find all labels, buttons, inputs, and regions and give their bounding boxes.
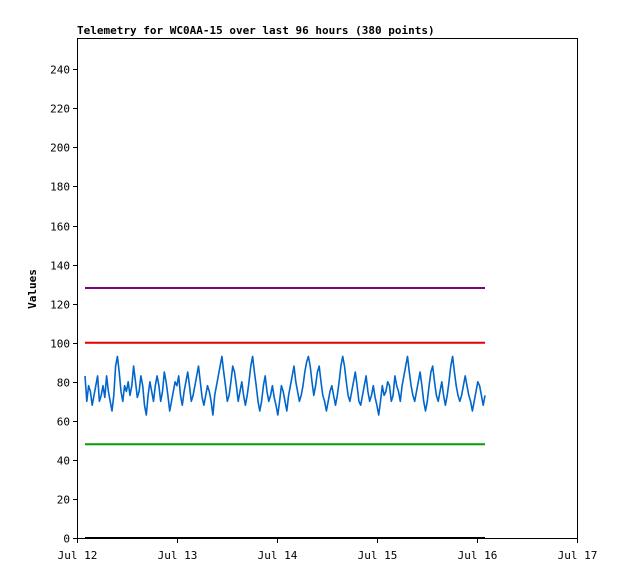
x-tick-label: Jul 12 [58, 549, 98, 562]
y-tick-label: 80 [57, 377, 70, 390]
x-axis: Jul 12 Jul 13 Jul 14 Jul 15 Jul 16 Jul 17 [58, 538, 598, 562]
y-tick-label: 220 [50, 103, 70, 116]
x-tick-label: Jul 14 [258, 549, 298, 562]
chart-title: Telemetry for WC0AA-15 over last 96 hour… [77, 24, 435, 37]
x-tick-label: Jul 13 [158, 549, 198, 562]
y-tick-label: 100 [50, 338, 70, 351]
y-tick-label: 20 [57, 494, 70, 507]
y-axis: 0 20 40 60 80 100 120 140 160 180 200 220 240 [50, 64, 77, 546]
x-tick-label: Jul 15 [358, 549, 398, 562]
y-tick-label: 240 [50, 64, 70, 77]
plot-area-frame [77, 38, 578, 539]
y-tick-label: 140 [50, 260, 70, 273]
y-tick-label: 40 [57, 455, 70, 468]
y-tick-label: 0 [63, 533, 70, 546]
x-tick-label: Jul 16 [458, 549, 498, 562]
y-tick-label: 120 [50, 299, 70, 312]
series-layer [84, 287, 486, 539]
y-axis-label: Values [26, 269, 39, 309]
series-trace-4 [84, 355, 486, 416]
y-tick-label: 160 [50, 221, 70, 234]
y-tick-label: 60 [57, 416, 70, 429]
x-tick-label: Jul 17 [558, 549, 598, 562]
y-tick-label: 180 [50, 181, 70, 194]
y-tick-label: 200 [50, 142, 70, 155]
